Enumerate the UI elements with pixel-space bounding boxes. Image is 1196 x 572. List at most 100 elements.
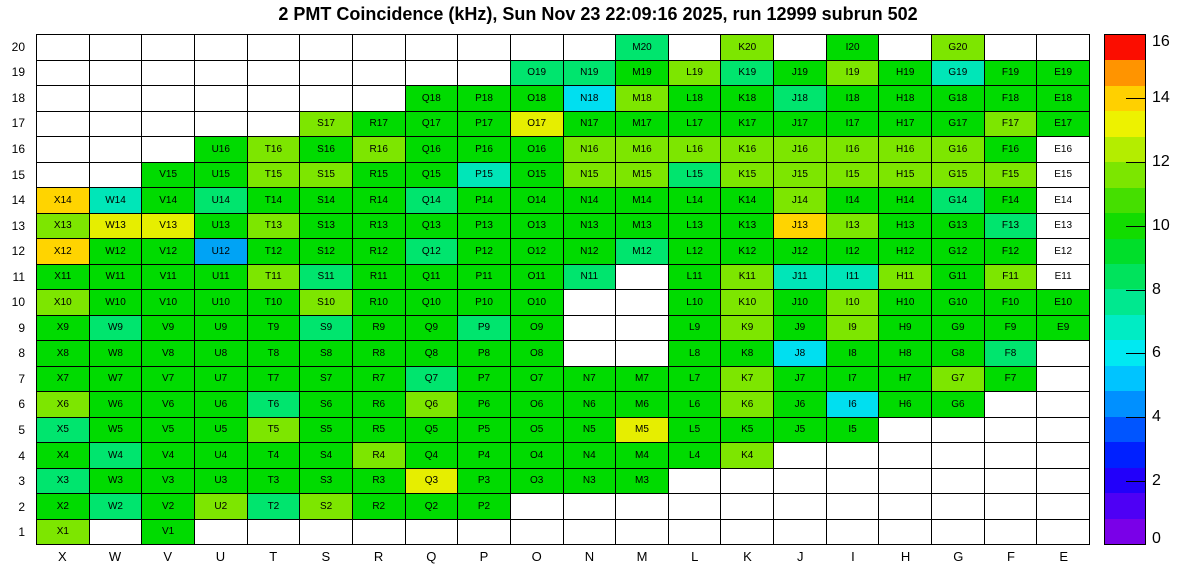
heatmap-cell: [247, 111, 300, 136]
heatmap-cell: R6: [352, 392, 405, 417]
heatmap-cell: S7: [300, 366, 352, 391]
heatmap-cell: T11: [247, 264, 300, 289]
heatmap-cell: E14: [1037, 188, 1089, 213]
heatmap-cell: J8: [774, 341, 826, 366]
heatmap-cell: [616, 290, 668, 315]
heatmap-cell: E18: [1037, 86, 1089, 111]
heatmap-cell: J12: [774, 239, 826, 264]
heatmap-cell: [300, 86, 352, 111]
heatmap-cell: S4: [300, 443, 352, 468]
heatmap-cell: I20: [826, 35, 879, 60]
heatmap-cell: V8: [142, 341, 194, 366]
heatmap-cell: [405, 60, 458, 85]
heatmap-cell: M15: [616, 162, 668, 187]
heatmap-cell: I15: [826, 162, 879, 187]
heatmap-cell: E10: [1037, 290, 1089, 315]
heatmap-cell: [984, 392, 1037, 417]
heatmap-cell: P3: [458, 468, 510, 493]
heatmap-cell: N12: [563, 239, 616, 264]
y-axis-label: 17: [11, 116, 25, 131]
heatmap-cell: L19: [668, 60, 721, 85]
heatmap-cell: I13: [826, 213, 879, 238]
heatmap-cell: S12: [300, 239, 352, 264]
heatmap-cell: [142, 111, 194, 136]
heatmap-cell: [774, 35, 826, 60]
heatmap-cell: O6: [510, 392, 563, 417]
heatmap-cell: O7: [510, 366, 563, 391]
heatmap-cell: [616, 264, 668, 289]
heatmap-cell: G17: [932, 111, 984, 136]
x-axis-label: K: [743, 549, 752, 564]
heatmap-cell: V2: [142, 494, 194, 519]
heatmap-cell: G8: [932, 341, 984, 366]
heatmap-cell: I10: [826, 290, 879, 315]
heatmap-cell: L9: [668, 315, 721, 340]
heatmap-cell: O5: [510, 417, 563, 442]
heatmap-cell: [826, 468, 879, 493]
heatmap-cell: R8: [352, 341, 405, 366]
y-axis-label: 14: [11, 193, 25, 208]
heatmap-cell: K14: [721, 188, 774, 213]
heatmap-cell: P14: [458, 188, 510, 213]
heatmap-grid: M20 K20 I20 G20 O19 N19 M19 L19 K19 J19 I19 H19 G19 F…: [36, 34, 1090, 545]
heatmap-cell: Q13: [405, 213, 458, 238]
heatmap-cell: R4: [352, 443, 405, 468]
heatmap-cell: R16: [352, 137, 405, 162]
heatmap-cell: W6: [89, 392, 142, 417]
heatmap-cell: J11: [774, 264, 826, 289]
heatmap-cell: M17: [616, 111, 668, 136]
heatmap-cell: Q11: [405, 264, 458, 289]
colorbar-band: [1105, 238, 1145, 265]
heatmap-cell: Q12: [405, 239, 458, 264]
heatmap-cell: [458, 35, 510, 60]
heatmap-cell: X10: [37, 290, 89, 315]
heatmap-cell: M19: [616, 60, 668, 85]
heatmap-cell: L14: [668, 188, 721, 213]
heatmap-cell: [826, 494, 879, 519]
heatmap-cell: P18: [458, 86, 510, 111]
heatmap-cell: H14: [879, 188, 932, 213]
heatmap-cell: T10: [247, 290, 300, 315]
heatmap-cell: W10: [89, 290, 142, 315]
heatmap-cell: W9: [89, 315, 142, 340]
heatmap-cell: X8: [37, 341, 89, 366]
heatmap-cell: M16: [616, 137, 668, 162]
heatmap-cell: U7: [194, 366, 247, 391]
heatmap-cell: U5: [194, 417, 247, 442]
heatmap-cell: U13: [194, 213, 247, 238]
heatmap-cell: [879, 494, 932, 519]
heatmap-cell: G9: [932, 315, 984, 340]
heatmap-cell: T6: [247, 392, 300, 417]
heatmap-cell: H6: [879, 392, 932, 417]
heatmap-cell: R2: [352, 494, 405, 519]
heatmap-cell: T16: [247, 137, 300, 162]
heatmap-cell: [89, 35, 142, 60]
page-title: 2 PMT Coincidence (kHz), Sun Nov 23 22:0…: [278, 4, 918, 24]
heatmap-cell: [826, 443, 879, 468]
heatmap-cell: Q8: [405, 341, 458, 366]
heatmap-cell: R17: [352, 111, 405, 136]
heatmap-cell: [194, 86, 247, 111]
heatmap-cell: N6: [563, 392, 616, 417]
colorbar-tick-label: 2: [1152, 472, 1161, 490]
heatmap-cell: Q2: [405, 494, 458, 519]
heatmap-cell: V13: [142, 213, 194, 238]
heatmap-cell: R12: [352, 239, 405, 264]
heatmap-cell: [352, 86, 405, 111]
heatmap-cell: W12: [89, 239, 142, 264]
colorbar-band: [1105, 416, 1145, 443]
heatmap-cell: U8: [194, 341, 247, 366]
heatmap-cell: K4: [721, 443, 774, 468]
heatmap-cell: K19: [721, 60, 774, 85]
x-axis-label: H: [900, 549, 911, 564]
heatmap-cell: I6: [826, 392, 879, 417]
heatmap-cell: [932, 519, 984, 544]
heatmap-cell: S15: [300, 162, 352, 187]
heatmap-cell: L4: [668, 443, 721, 468]
heatmap-cell: [1037, 494, 1089, 519]
x-axis-label: Q: [426, 549, 437, 564]
heatmap-cell: S8: [300, 341, 352, 366]
heatmap-cell: [984, 443, 1037, 468]
heatmap-cell: M14: [616, 188, 668, 213]
heatmap-cell: H8: [879, 341, 932, 366]
